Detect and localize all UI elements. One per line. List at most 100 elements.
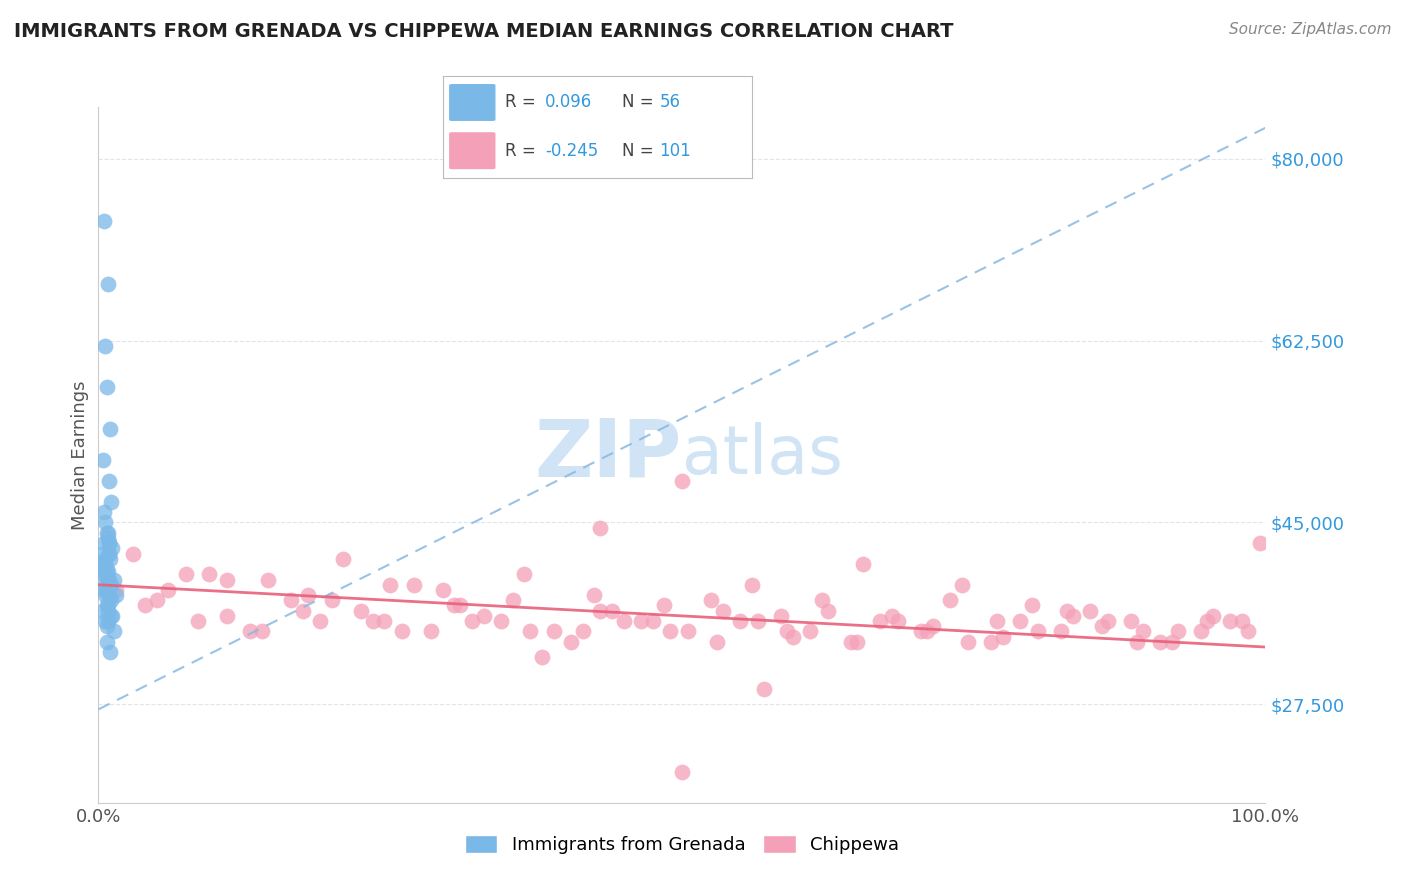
- Point: [776, 624, 799, 639]
- Point: [96, 582, 118, 597]
- Point: [741, 578, 763, 592]
- Point: [297, 588, 319, 602]
- Point: [986, 614, 1008, 628]
- Point: [432, 582, 454, 597]
- Point: [915, 624, 938, 639]
- Point: [852, 557, 875, 571]
- Point: [98, 551, 121, 566]
- Point: [97, 531, 120, 545]
- Point: [641, 614, 664, 628]
- Point: [461, 614, 484, 628]
- Point: [939, 593, 962, 607]
- Point: [711, 604, 734, 618]
- Point: [443, 599, 465, 613]
- Point: [94, 578, 117, 592]
- Point: [103, 624, 125, 639]
- Point: [1050, 624, 1073, 639]
- Point: [991, 630, 1014, 644]
- Legend: Immigrants from Grenada, Chippewa: Immigrants from Grenada, Chippewa: [456, 826, 908, 863]
- Point: [910, 624, 932, 639]
- Point: [921, 619, 943, 633]
- Point: [97, 599, 120, 613]
- Point: [100, 578, 122, 592]
- Point: [94, 567, 117, 582]
- Text: R =: R =: [505, 142, 536, 160]
- FancyBboxPatch shape: [449, 84, 495, 121]
- Point: [97, 277, 120, 291]
- Point: [782, 630, 804, 644]
- Text: Source: ZipAtlas.com: Source: ZipAtlas.com: [1229, 22, 1392, 37]
- Point: [96, 619, 118, 633]
- Point: [97, 604, 120, 618]
- Point: [157, 582, 180, 597]
- Point: [571, 624, 593, 639]
- Text: ZIP: ZIP: [534, 416, 682, 494]
- Text: -0.245: -0.245: [546, 142, 598, 160]
- Point: [215, 608, 238, 623]
- Point: [104, 588, 127, 602]
- Point: [1126, 635, 1149, 649]
- Point: [700, 593, 723, 607]
- Point: [391, 624, 413, 639]
- Text: R =: R =: [505, 94, 536, 112]
- Point: [256, 573, 278, 587]
- Point: [97, 573, 120, 587]
- Point: [502, 593, 524, 607]
- Point: [361, 614, 384, 628]
- Point: [215, 573, 238, 587]
- Point: [380, 578, 402, 592]
- Point: [1132, 624, 1154, 639]
- Point: [101, 541, 124, 556]
- Point: [612, 614, 634, 628]
- Point: [869, 614, 891, 628]
- Point: [97, 580, 120, 594]
- Text: atlas: atlas: [682, 422, 842, 488]
- Point: [489, 614, 512, 628]
- Point: [250, 624, 273, 639]
- Point: [583, 588, 606, 602]
- Point: [91, 567, 114, 582]
- Point: [98, 590, 121, 604]
- Point: [1010, 614, 1032, 628]
- Point: [94, 516, 117, 530]
- Point: [291, 604, 314, 618]
- Point: [239, 624, 262, 639]
- Point: [519, 624, 541, 639]
- Point: [671, 474, 693, 488]
- Point: [91, 604, 114, 618]
- Point: [1202, 608, 1225, 623]
- Point: [97, 525, 120, 540]
- Point: [96, 569, 118, 583]
- Point: [93, 505, 115, 519]
- Text: 0.096: 0.096: [546, 94, 592, 112]
- Point: [1026, 624, 1049, 639]
- Point: [98, 578, 121, 592]
- Point: [1197, 614, 1219, 628]
- Point: [1249, 536, 1271, 550]
- Point: [846, 635, 869, 649]
- Point: [100, 593, 122, 607]
- Point: [174, 567, 197, 582]
- Point: [1056, 604, 1078, 618]
- Point: [100, 494, 122, 508]
- Point: [752, 681, 775, 696]
- Point: [97, 614, 120, 628]
- Point: [198, 567, 221, 582]
- Point: [146, 593, 169, 607]
- Point: [134, 599, 156, 613]
- Point: [97, 547, 120, 561]
- Point: [1062, 608, 1084, 623]
- Point: [472, 608, 495, 623]
- Point: [1237, 624, 1260, 639]
- Point: [887, 614, 910, 628]
- Point: [950, 578, 973, 592]
- Point: [97, 474, 120, 488]
- Point: [93, 555, 115, 569]
- Point: [90, 547, 112, 561]
- Point: [980, 635, 1002, 649]
- Point: [600, 604, 623, 618]
- Point: [811, 593, 834, 607]
- Point: [93, 562, 115, 576]
- Point: [309, 614, 332, 628]
- Point: [96, 380, 118, 394]
